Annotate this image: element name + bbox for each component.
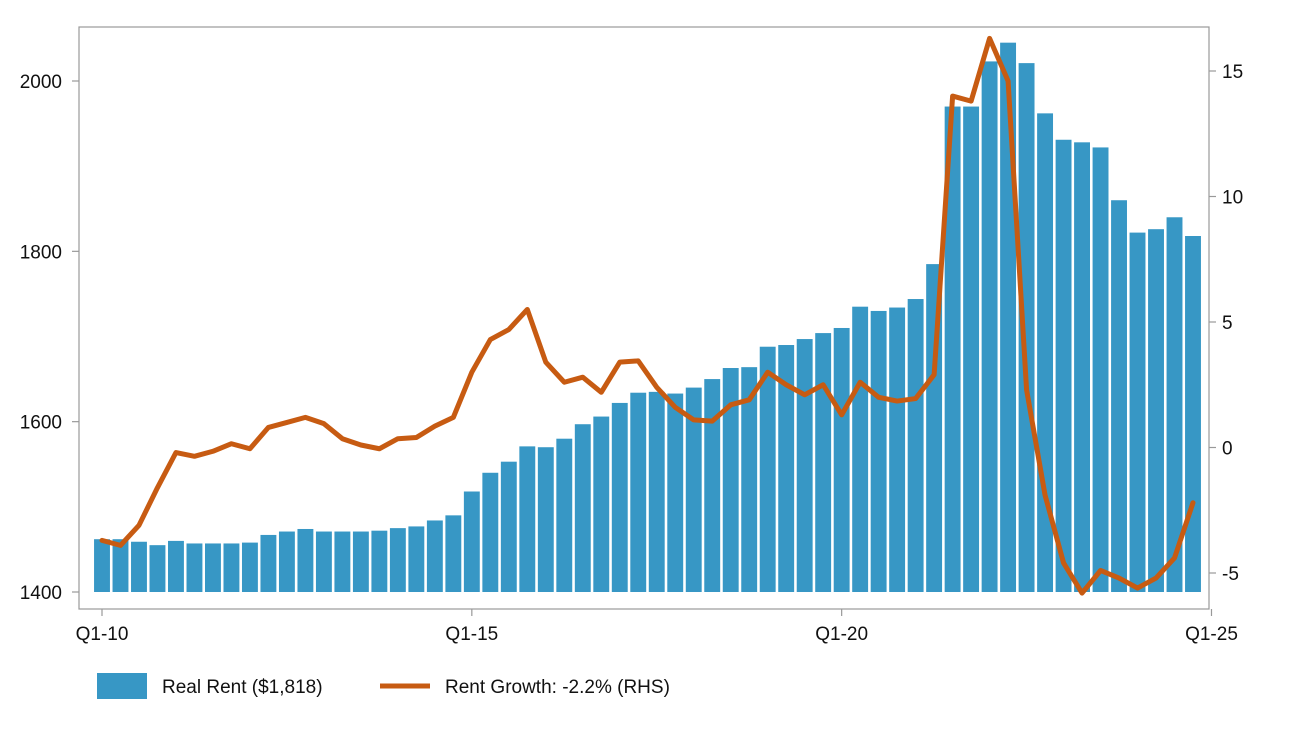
legend-swatch-real-rent (97, 673, 147, 699)
real-rent-bar (537, 447, 554, 592)
real-rent-bar (519, 446, 536, 592)
real-rent-bar (482, 472, 499, 592)
real-rent-bar (630, 392, 647, 592)
legend-label-rent-growth: Rent Growth: -2.2% (RHS) (445, 677, 670, 698)
real-rent-bar (667, 393, 684, 592)
right-y-tick-label: 15 (1222, 62, 1243, 83)
legend: Real Rent ($1,818) Rent Growth: -2.2% (R… (97, 673, 670, 699)
real-rent-bar (611, 402, 628, 592)
real-rent-bar (981, 61, 998, 593)
x-tick-label: Q1-10 (76, 624, 129, 645)
real-rent-bar (315, 531, 332, 592)
rent-growth-line (99, 35, 1196, 596)
left-y-tick-label: 1800 (20, 242, 62, 263)
real-rent-bar (168, 540, 184, 592)
real-rent-bar (685, 387, 702, 592)
left-y-tick-label: 1600 (20, 413, 62, 434)
x-tick-label: Q1-25 (1185, 624, 1238, 645)
left-y-tick-label: 1400 (20, 583, 62, 604)
x-tick-label: Q1-15 (445, 624, 498, 645)
real-rent-bar (889, 307, 906, 592)
real-rent-bar (1148, 229, 1164, 592)
real-rent-bar (334, 531, 351, 592)
real-rent-bar (149, 545, 166, 592)
line-series-layer (99, 35, 1196, 596)
real-rent-bar (944, 106, 961, 593)
real-rent-bar (963, 106, 980, 593)
right-y-tick-label: 0 (1222, 439, 1233, 460)
real-rent-bar (260, 534, 277, 592)
real-rent-bar (852, 306, 869, 592)
real-rent-bar (741, 367, 758, 592)
bar-series (94, 42, 1201, 593)
real-rent-bar (556, 438, 573, 592)
real-rent-bar (205, 543, 221, 592)
real-rent-bar (445, 515, 462, 592)
real-rent-bar (1018, 63, 1035, 593)
real-rent-bar (1166, 217, 1183, 592)
real-rent-bar (1000, 42, 1017, 593)
real-rent-bar (500, 461, 517, 592)
right-y-tick-label: -5 (1222, 564, 1239, 585)
real-rent-bar (759, 346, 776, 592)
real-rent-bar (408, 526, 425, 592)
real-rent-bar (278, 531, 295, 592)
real-rent-bar (907, 299, 924, 592)
real-rent-bar (241, 542, 258, 592)
real-rent-bar (593, 416, 610, 592)
real-rent-bar (870, 310, 887, 592)
real-rent-bar (463, 491, 480, 592)
real-rent-bar (815, 333, 832, 592)
real-rent-bar (1092, 147, 1109, 592)
real-rent-bar (833, 327, 850, 592)
x-axis: Q1-10 Q1-15 Q1-20 Q1-25 (76, 609, 1238, 645)
real-rent-bar (1074, 142, 1090, 592)
x-tick-label: Q1-20 (815, 624, 868, 645)
real-rent-bar (223, 543, 240, 592)
legend-label-real-rent: Real Rent ($1,818) (162, 677, 323, 698)
real-rent-bar (131, 541, 147, 592)
real-rent-bar (648, 391, 665, 592)
right-y-tick-label: 10 (1222, 188, 1243, 209)
real-rent-bar (1129, 232, 1146, 592)
right-y-tick-label: 5 (1222, 313, 1233, 334)
real-rent-bar (112, 539, 129, 592)
real-rent-bar (704, 379, 721, 592)
real-rent-bar (389, 528, 406, 593)
real-rent-bar (94, 539, 110, 592)
real-rent-bar (352, 531, 369, 592)
real-rent-bar (297, 528, 314, 592)
real-rent-bar (796, 339, 813, 592)
right-y-axis: -5 0 5 10 15 (1209, 62, 1243, 585)
real-rent-bar (186, 543, 203, 592)
left-y-axis: 1400 1600 1800 2000 (20, 72, 79, 604)
real-rent-bar (1185, 236, 1201, 592)
real-rent-bar (574, 424, 591, 592)
real-rent-bar (1111, 200, 1127, 593)
plot-frame (78, 26, 1210, 610)
real-rent-bar (778, 345, 795, 592)
real-rent-bar (426, 520, 443, 592)
real-rent-bar (371, 530, 388, 592)
real-rent-bar (1055, 139, 1072, 592)
real-rent-bar (722, 368, 739, 592)
left-y-tick-label: 2000 (20, 72, 62, 93)
